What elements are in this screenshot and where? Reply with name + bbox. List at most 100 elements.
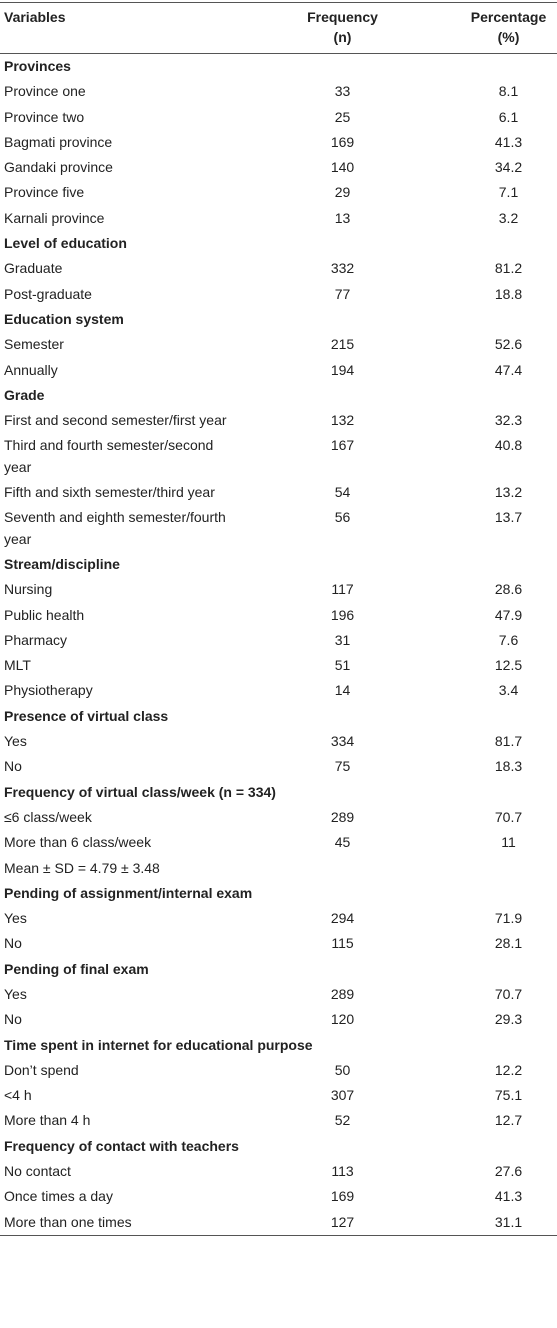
frequency-cell: 289: [330, 985, 355, 1002]
percentage-cell: 41.3: [494, 1188, 523, 1205]
percentage-cell: 32.3: [494, 412, 523, 429]
data-row: More than 6 class/week 45 11: [0, 830, 557, 855]
data-row: No 115 28.1: [0, 931, 557, 956]
percentage-cell: 3.2: [498, 209, 519, 226]
percentage-cell: 12.2: [494, 1061, 523, 1078]
row-label: Graduate: [4, 260, 63, 277]
section-row: Education system: [0, 307, 557, 332]
frequency-cell: 56: [334, 509, 351, 526]
row-label: MLT: [4, 657, 31, 674]
row-label: Seventh and eighth semester/fourth year: [4, 509, 226, 547]
percentage-cell: 13.2: [494, 484, 523, 501]
percentage-cell: 27.6: [494, 1163, 523, 1180]
frequency-cell: 194: [330, 361, 355, 378]
percentage-cell: 40.8: [494, 437, 523, 454]
data-row: Seventh and eighth semester/fourth year 5…: [0, 505, 557, 552]
percentage-cell: 52.6: [494, 336, 523, 353]
row-label: Yes: [4, 733, 27, 750]
frequency-cell: 113: [331, 1163, 354, 1180]
row-label: Yes: [4, 910, 27, 927]
header-cell: Frequency (n): [235, 3, 450, 54]
frequency-cell: 332: [330, 260, 355, 277]
row-label: Province two: [4, 108, 85, 125]
percentage-cell: 18.8: [494, 285, 523, 302]
frequency-cell: 117: [331, 581, 354, 598]
row-label: No contact: [4, 1163, 71, 1180]
percentage-cell: 70.7: [494, 808, 523, 825]
row-label: Public health: [4, 606, 85, 623]
data-row: ≤6 class/week 289 70.7: [0, 805, 557, 830]
section-title: Time spent in internet for educational p…: [4, 1036, 313, 1053]
frequency-cell: 25: [334, 108, 351, 125]
data-row: Yes 294 71.9: [0, 906, 557, 931]
percentage-cell: 71.9: [494, 910, 523, 927]
frequency-cell: 51: [334, 657, 351, 674]
header-text: Variables: [4, 9, 66, 25]
percentage-cell: [450, 856, 557, 881]
section-row: Grade: [0, 383, 557, 408]
frequency-cell: 33: [334, 83, 351, 100]
data-row: Public health 196 47.9: [0, 603, 557, 628]
frequency-cell: 77: [334, 285, 351, 302]
row-label: Karnali province: [4, 209, 105, 226]
section-row: Frequency of virtual class/week (n = 334…: [0, 780, 557, 805]
section-row: Time spent in internet for educational p…: [0, 1033, 557, 1058]
data-row: Karnali province 13 3.2: [0, 206, 557, 231]
row-label: Nursing: [4, 581, 53, 598]
data-row: Physiotherapy 14 3.4: [0, 678, 557, 703]
row-label: Physiotherapy: [4, 682, 93, 699]
data-table: Variables Frequency (n) Percentage (%) Pro…: [0, 2, 557, 1236]
section-row: Pending of final exam: [0, 957, 557, 982]
section-title: Pending of final exam: [4, 960, 149, 977]
section-title: Stream/discipline: [4, 555, 120, 572]
data-row: Yes 289 70.7: [0, 982, 557, 1007]
section-row: Frequency of contact with teachers: [0, 1134, 557, 1159]
percentage-cell: 11: [501, 834, 516, 851]
frequency-cell: 115: [331, 935, 354, 952]
section-title: Provinces: [4, 58, 71, 74]
percentage-cell: 47.4: [494, 361, 523, 378]
frequency-cell: 169: [330, 133, 355, 150]
row-label: <4 h: [4, 1087, 32, 1104]
frequency-cell: 13: [334, 209, 351, 226]
percentage-cell: 3.4: [498, 682, 519, 699]
frequency-cell: 31: [334, 631, 351, 648]
section-row: Level of education: [0, 231, 557, 256]
section-title: Pending of assignment/internal exam: [4, 884, 253, 901]
row-label: Fifth and sixth semester/third year: [4, 484, 215, 501]
frequency-cell: 132: [330, 412, 355, 429]
row-label: Bagmati province: [4, 133, 113, 150]
percentage-cell: 7.6: [498, 631, 519, 648]
percentage-cell: 81.2: [494, 260, 523, 277]
frequency-cell: 52: [334, 1112, 351, 1129]
frequency-cell: 140: [330, 159, 355, 176]
percentage-cell: 8.1: [498, 83, 519, 100]
frequency-cell: 50: [334, 1061, 351, 1078]
percentage-cell: 28.6: [494, 581, 523, 598]
frequency-cell: 127: [330, 1213, 355, 1230]
row-label: ≤6 class/week: [4, 808, 92, 825]
section-title: Level of education: [4, 235, 127, 252]
row-label: No: [4, 1011, 22, 1028]
header-row: Variables Frequency (n) Percentage (%): [0, 2, 557, 54]
percentage-cell: 12.5: [494, 657, 523, 674]
percentage-cell: 12.7: [494, 1112, 523, 1129]
data-row: Pharmacy 31 7.6: [0, 628, 557, 653]
row-label: Don’t spend: [4, 1061, 79, 1078]
section-title: Education system: [4, 310, 124, 327]
percentage-cell: 31.1: [494, 1213, 523, 1230]
data-row: Gandaki province 140 34.2: [0, 155, 557, 180]
data-row: First and second semester/first year 132 3…: [0, 408, 557, 433]
frequency-cell: 307: [330, 1087, 355, 1104]
row-label: Gandaki province: [4, 159, 113, 176]
data-row: Province five 29 7.1: [0, 180, 557, 205]
data-row: Bagmati province 169 41.3: [0, 130, 557, 155]
percentage-cell: 34.2: [494, 159, 523, 176]
table-header: Variables Frequency (n) Percentage (%): [0, 2, 557, 54]
percentage-cell: 13.7: [494, 509, 523, 526]
frequency-cell: 289: [330, 808, 355, 825]
row-label: Third and fourth semester/second year: [4, 437, 214, 475]
section-title: Frequency of contact with teachers: [4, 1137, 239, 1154]
data-row: MLT 51 12.5: [0, 653, 557, 678]
